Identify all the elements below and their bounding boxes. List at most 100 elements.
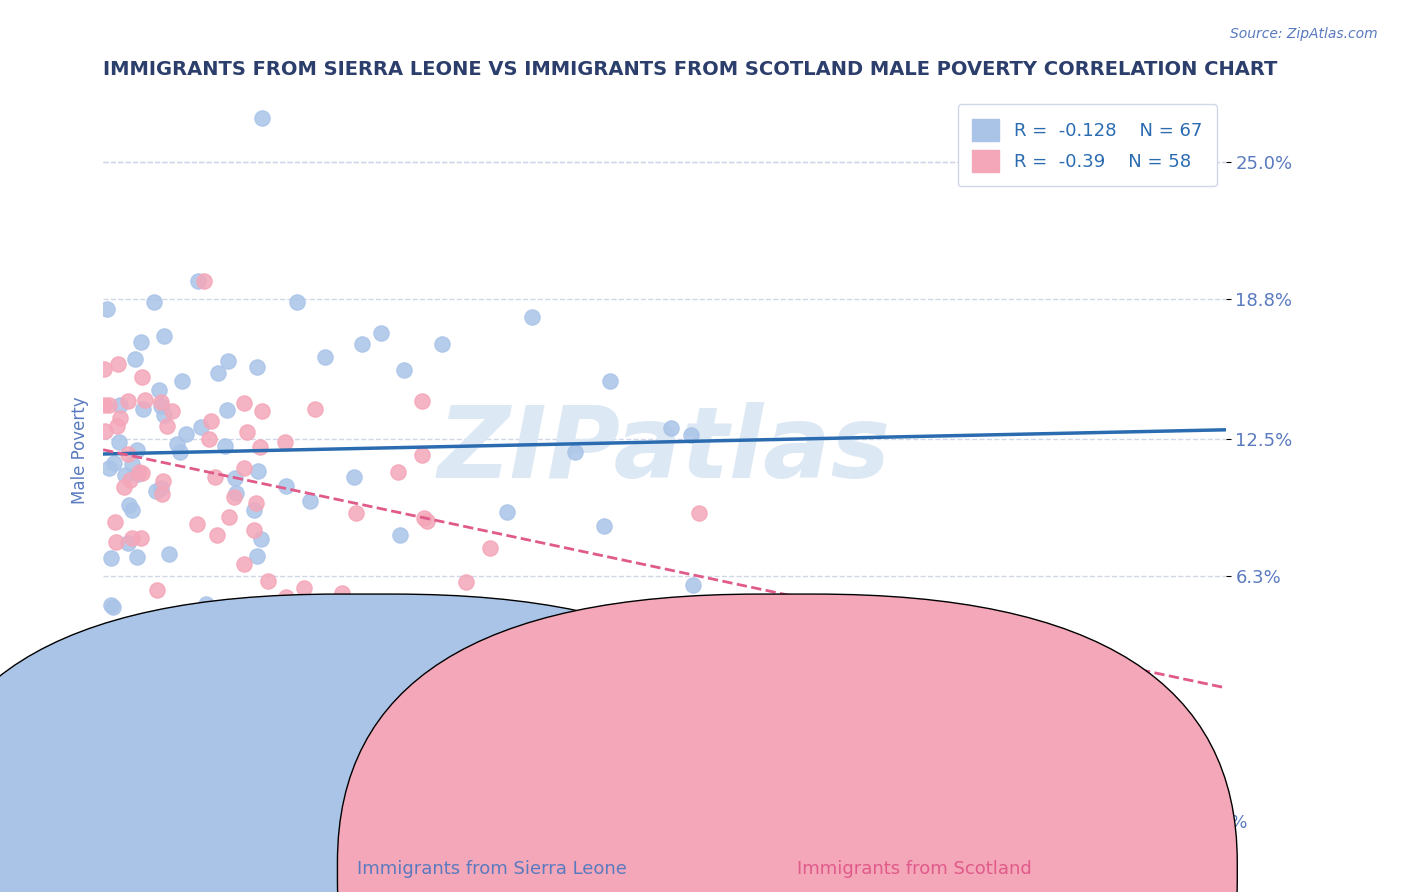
Point <box>134 392 156 407</box>
Point <box>107 357 129 371</box>
Point <box>411 448 433 462</box>
Point <box>190 420 212 434</box>
Point <box>217 353 239 368</box>
Point <box>156 418 179 433</box>
Point <box>205 528 228 542</box>
Point <box>681 428 703 442</box>
Point <box>187 274 209 288</box>
Point <box>114 467 136 482</box>
Point <box>110 399 132 413</box>
Point <box>166 437 188 451</box>
Point <box>222 490 245 504</box>
Point <box>299 493 322 508</box>
Point <box>152 474 174 488</box>
Text: Immigrants from Sierra Leone: Immigrants from Sierra Leone <box>357 860 627 878</box>
Point <box>127 443 149 458</box>
Point <box>121 503 143 517</box>
Point <box>204 470 226 484</box>
Point <box>150 481 173 495</box>
Point <box>479 541 502 556</box>
Point <box>218 509 240 524</box>
Point <box>117 536 139 550</box>
Point <box>112 480 135 494</box>
Point <box>232 557 254 571</box>
Point <box>104 515 127 529</box>
Point <box>304 401 326 416</box>
Point <box>93 362 115 376</box>
Point <box>131 370 153 384</box>
Point <box>238 604 260 618</box>
Legend: R =  -0.128    N = 67, R =  -0.39    N = 58: R = -0.128 N = 67, R = -0.39 N = 58 <box>957 104 1216 186</box>
Point <box>314 351 336 365</box>
Point <box>129 334 152 349</box>
Point <box>233 461 256 475</box>
Point <box>599 374 621 388</box>
Text: Source: ZipAtlas.com: Source: ZipAtlas.com <box>1230 27 1378 41</box>
Point <box>392 363 415 377</box>
Point <box>150 395 173 409</box>
Point <box>257 574 280 588</box>
Point <box>124 352 146 367</box>
Point <box>243 503 266 517</box>
Y-axis label: Male Poverty: Male Poverty <box>72 396 89 504</box>
Point <box>103 599 125 614</box>
Point <box>132 402 155 417</box>
Point <box>292 581 315 595</box>
Point <box>105 419 128 434</box>
Point <box>659 421 682 435</box>
Point <box>522 310 544 325</box>
Point <box>246 360 269 375</box>
Text: Immigrants from Scotland: Immigrants from Scotland <box>797 860 1031 878</box>
Point <box>105 535 128 549</box>
Point <box>232 395 254 409</box>
Point <box>236 425 259 439</box>
Point <box>430 336 453 351</box>
Point <box>245 549 267 563</box>
Point <box>118 498 141 512</box>
Point <box>389 528 412 542</box>
Point <box>118 474 141 488</box>
Point <box>107 435 129 450</box>
Point <box>128 466 150 480</box>
Point <box>285 295 308 310</box>
Point <box>245 496 267 510</box>
Point <box>592 518 614 533</box>
Point <box>250 404 273 418</box>
Point <box>131 466 153 480</box>
Point <box>246 464 269 478</box>
Point <box>413 511 436 525</box>
Point <box>125 549 148 564</box>
Point <box>198 432 221 446</box>
Point <box>398 602 420 616</box>
Point <box>160 403 183 417</box>
Point <box>214 440 236 454</box>
Point <box>387 466 409 480</box>
Point <box>207 367 229 381</box>
Point <box>100 551 122 566</box>
Point <box>344 506 367 520</box>
Text: ZIPatlas: ZIPatlas <box>437 401 891 499</box>
Point <box>330 586 353 600</box>
Point <box>215 403 238 417</box>
Point <box>93 398 115 412</box>
Point <box>146 582 169 597</box>
Point <box>243 523 266 537</box>
Point <box>155 709 177 723</box>
Point <box>150 399 173 413</box>
Point <box>129 531 152 545</box>
Point <box>411 394 433 409</box>
Point <box>193 274 215 288</box>
Point <box>117 393 139 408</box>
Point <box>145 484 167 499</box>
Point <box>249 532 271 546</box>
Point <box>454 574 477 589</box>
Point <box>682 578 704 592</box>
Point <box>153 409 176 423</box>
Point <box>153 329 176 343</box>
Point <box>249 441 271 455</box>
Point <box>224 471 246 485</box>
Point <box>274 434 297 449</box>
Point <box>370 326 392 340</box>
Point <box>150 487 173 501</box>
Point <box>103 456 125 470</box>
